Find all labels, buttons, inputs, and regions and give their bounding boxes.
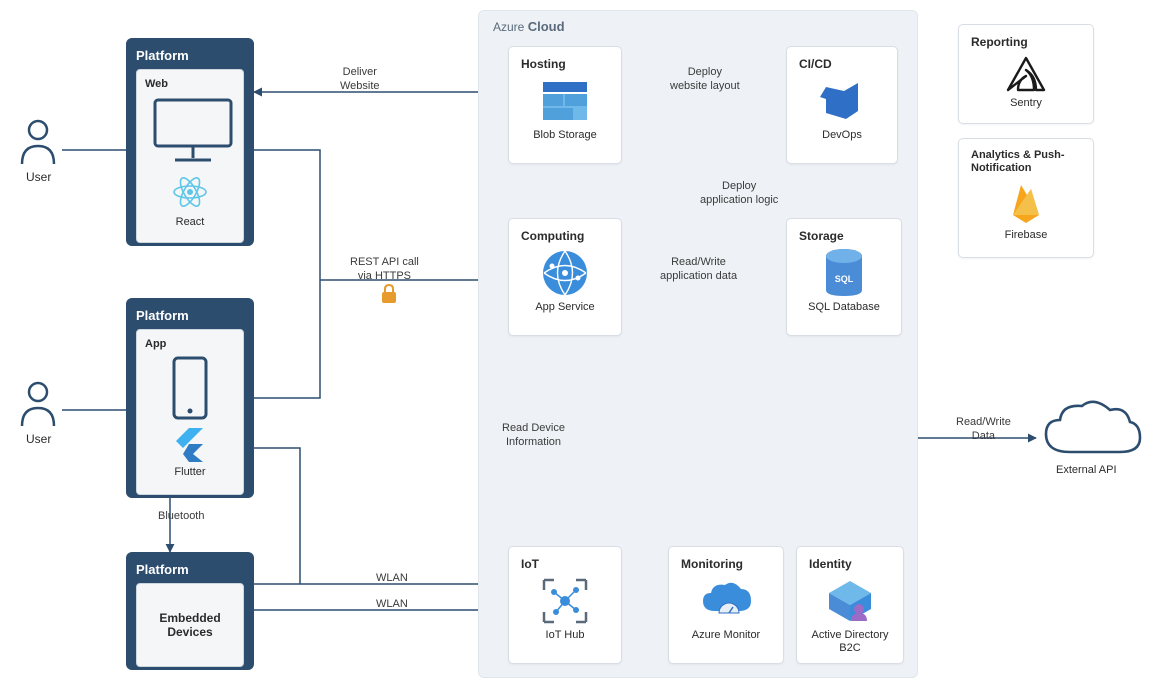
sentry-icon [1006,56,1046,92]
user-icon [16,118,60,168]
edge-deliver-website: Deliver Website [340,66,380,94]
app-service-icon [540,248,590,298]
firebase-icon [1009,181,1043,225]
blob-storage-icon [541,80,589,122]
sentry-label: Sentry [971,97,1081,109]
edge-wlan-2: WLAN [376,598,408,612]
user-label-2: User [26,432,51,446]
service-iot: IoT IoT Hub [508,546,622,664]
platform-web-inner-title: Web [145,78,235,90]
azure-monitor-label: Azure Monitor [681,629,771,641]
service-storage: Storage SQL SQL Database [786,218,902,336]
monitoring-title: Monitoring [681,557,771,571]
azure-monitor-icon [699,581,753,621]
analytics-card: Analytics & Push-Notification Firebase [958,138,1094,258]
svg-text:SQL: SQL [835,274,854,284]
service-cicd: CI/CD DevOps [786,46,898,164]
platform-app-title: Platform [136,308,244,323]
platform-web: Platform Web React [126,38,254,246]
user-icon [16,380,60,430]
analytics-title: Analytics & Push-Notification [971,149,1081,175]
external-api-cloud-icon [1040,398,1144,462]
platform-app: Platform App Flutter [126,298,254,498]
devops-label: DevOps [799,129,885,141]
hosting-title: Hosting [521,57,609,71]
edge-read-device: Read Device Information [502,422,565,450]
sql-label: SQL Database [799,301,889,313]
iot-hub-icon [540,576,590,626]
user-label-1: User [26,170,51,184]
service-monitoring: Monitoring Azure Monitor [668,546,784,664]
service-computing: Computing App Service [508,218,622,336]
iot-hub-label: IoT Hub [521,629,609,641]
edge-readwrite-app: Read/Write application data [660,256,737,284]
iot-title: IoT [521,557,609,571]
edge-deploy-web: Deploy website layout [670,66,740,94]
platform-embedded-title: Platform [136,562,244,577]
service-hosting: Hosting Blob Storage [508,46,622,164]
ad-b2c-label: Active Directory B2C [809,629,891,654]
app-service-label: App Service [521,301,609,313]
platform-web-title: Platform [136,48,244,63]
platform-embedded: Platform Embedded Devices [126,552,254,670]
cicd-title: CI/CD [799,57,885,71]
reporting-title: Reporting [971,35,1081,49]
flutter-icon [175,428,205,462]
ad-b2c-icon [825,579,875,623]
flutter-label: Flutter [145,466,235,478]
blob-storage-label: Blob Storage [521,129,609,141]
edge-rw-data: Read/Write Data [956,416,1011,444]
external-api-label: External API [1056,464,1117,476]
edge-bluetooth: Bluetooth [158,510,204,524]
react-label: React [145,216,235,228]
platform-app-inner-title: App [145,338,235,350]
lock-icon [380,284,398,304]
edge-wlan-1: WLAN [376,572,408,586]
storage-title: Storage [799,229,889,243]
monitor-icon [145,96,241,166]
reporting-card: Reporting Sentry [958,24,1094,124]
devops-icon [818,79,866,123]
embedded-devices-label: Embedded Devices [145,611,235,639]
phone-icon [168,356,212,422]
azure-cloud-title: Azure Cloud [493,19,565,34]
identity-title: Identity [809,557,891,571]
edge-rest-api: REST API call via HTTPS [350,256,419,284]
firebase-label: Firebase [971,229,1081,241]
computing-title: Computing [521,229,609,243]
service-identity: Identity Active Directory B2C [796,546,904,664]
react-icon [170,172,210,212]
sql-database-icon: SQL [823,248,865,298]
edge-deploy-app: Deploy application logic [700,180,778,208]
